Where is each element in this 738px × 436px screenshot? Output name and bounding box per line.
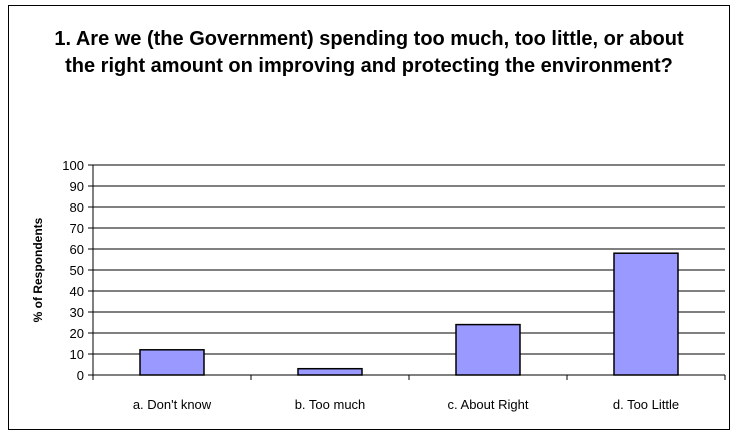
bars xyxy=(139,252,679,376)
bar-3 xyxy=(613,252,679,376)
x-tick-label-3: d. Too Little xyxy=(613,397,679,412)
y-tick-label-80: 80 xyxy=(70,200,84,215)
x-tick-label-2: c. About Right xyxy=(448,397,529,412)
y-tick-label-10: 10 xyxy=(70,347,84,362)
y-tick-label-90: 90 xyxy=(70,179,84,194)
y-tick-label-50: 50 xyxy=(70,263,84,278)
chart-frame xyxy=(8,5,730,430)
y-tick-label-70: 70 xyxy=(70,221,84,236)
y-tick-label-100: 100 xyxy=(62,158,84,173)
y-tick-label-0: 0 xyxy=(77,368,84,383)
axes: 0 10 20 30 40 50 60 70 80 90 100 a. Don't know b. To… xyxy=(62,158,726,412)
bar-0 xyxy=(139,349,205,376)
chart-title: 1. Are we (the Government) spending too … xyxy=(54,28,684,77)
y-tick-label-60: 60 xyxy=(70,242,84,257)
y-tick-label-30: 30 xyxy=(70,305,84,320)
x-tick-label-0: a. Don't know xyxy=(133,397,212,412)
bar-2 xyxy=(455,323,521,376)
y-tick-label-40: 40 xyxy=(70,284,84,299)
y-axis-label: % of Respondents xyxy=(31,217,45,322)
bar-1 xyxy=(297,367,363,376)
x-tick-label-1: b. Too much xyxy=(295,397,366,412)
y-tick-label-20: 20 xyxy=(70,326,84,341)
